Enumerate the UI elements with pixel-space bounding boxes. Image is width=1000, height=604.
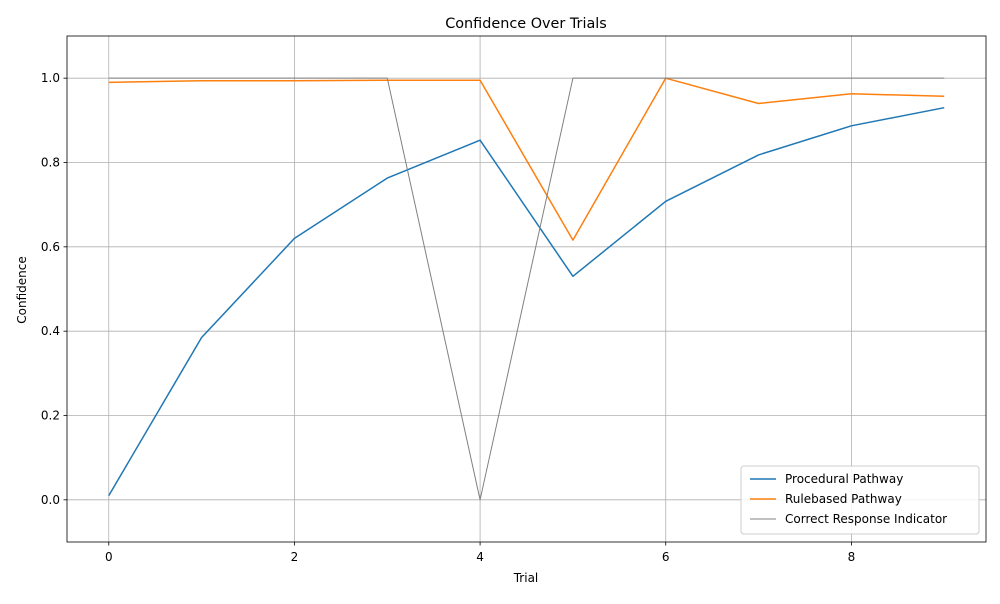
y-tick-label: 0.2 [41,409,60,423]
plot-area-frame [66,35,987,543]
series-lines [108,77,945,501]
y-tick-label: 0.8 [41,156,60,170]
x-tick-label: 4 [476,550,484,564]
y-tick-label: 0.0 [41,493,60,507]
legend-entry-label: Correct Response Indicator [785,512,947,526]
x-tick-label: 8 [848,550,856,564]
axis-ticks: 0 2 4 6 8 0.0 0.2 0.4 0.6 0.8 1.0 [41,71,855,564]
series-line-rulebased-pathway [108,77,945,241]
series-line-correct-response-indicator [108,77,945,501]
legend-entry-label: Rulebased Pathway [785,492,902,506]
x-tick-label: 6 [662,550,670,564]
y-tick-label: 1.0 [41,71,60,85]
x-tick-label: 0 [105,550,113,564]
chart-title: Confidence Over Trials [445,16,607,32]
legend-entry-label: Procedural Pathway [785,472,903,486]
legend-box [740,465,980,535]
y-axis-label: Confidence [15,256,29,323]
series-line-procedural-pathway [108,106,945,496]
y-tick-label: 0.4 [41,324,60,338]
x-axis-label: Trial [513,571,539,585]
y-tick-label: 0.6 [41,240,60,254]
x-tick-label: 2 [291,550,299,564]
legend: Procedural Pathway Rulebased Pathway Corre… [740,465,980,535]
